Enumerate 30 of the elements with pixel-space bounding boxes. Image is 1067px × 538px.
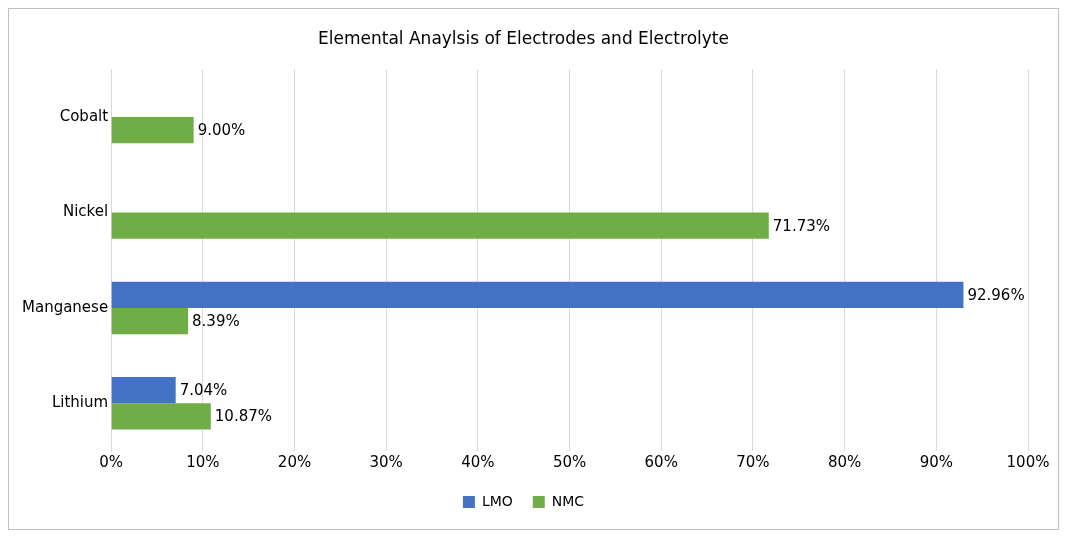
x-tick-label: 30% [369,452,403,471]
x-tick-label: 80% [827,452,862,471]
bar [111,307,189,335]
bar [111,281,964,308]
y-tick-label: Cobalt [59,106,109,125]
bar [111,212,769,239]
data-label: 8.39% [192,311,240,330]
x-tick-label: 90% [919,452,953,471]
bar [111,403,211,430]
data-label: 10.87% [214,407,272,426]
legend-label: LMO [481,492,513,509]
data-label: 7.04% [179,381,228,400]
x-tick-label: 0% [99,452,124,471]
chart-title: Elemental Anaylsis of Electrodes and Electrolyte [318,27,729,48]
x-tick-label: 50% [552,452,587,471]
x-tick-label: 70% [736,452,770,471]
y-tick-label: Nickel [62,202,109,221]
x-tick-label: 20% [277,452,312,471]
bar [111,377,176,404]
y-tick-label: Manganese [21,297,109,316]
x-tick-label: 100% [1006,452,1050,471]
x-tick-label: 60% [644,452,678,471]
x-tick-label: 40% [461,452,495,471]
legend-label: NMC [551,492,585,509]
x-tick-label: 10% [186,452,220,471]
data-label: 92.96% [967,285,1025,304]
data-label: 9.00% [197,121,246,140]
y-tick-label: Lithium [51,393,109,412]
data-label: 71.73% [772,216,830,235]
bar [111,117,194,144]
